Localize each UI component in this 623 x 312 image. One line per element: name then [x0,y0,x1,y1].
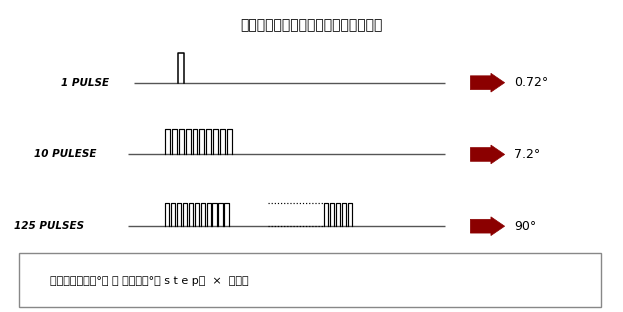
Polygon shape [470,145,505,164]
Text: 电动机运转量［°］ ＝ 步级角［°／ s t e p］  ×  脉冲数: 电动机运转量［°］ ＝ 步级角［°／ s t e p］ × 脉冲数 [50,276,249,286]
Polygon shape [470,217,505,236]
FancyBboxPatch shape [19,253,601,307]
Polygon shape [470,73,505,92]
Text: 90°: 90° [514,220,536,233]
Text: 0.72°: 0.72° [514,76,548,89]
Text: 7.2°: 7.2° [514,148,540,161]
Text: 125 PULSES: 125 PULSES [14,221,84,231]
Text: 10 PULESE: 10 PULESE [34,149,97,159]
Text: 1 PULSE: 1 PULSE [61,78,109,88]
Text: 设定脉冲数即可达到正确的定位运转。: 设定脉冲数即可达到正确的定位运转。 [240,18,383,32]
